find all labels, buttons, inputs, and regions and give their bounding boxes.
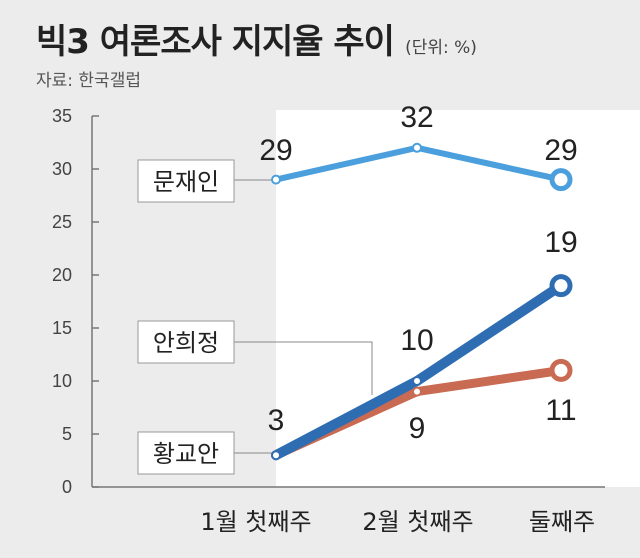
y-tick-label: 35: [52, 106, 72, 126]
x-tick-label: 둘째주: [529, 508, 595, 536]
leader-line: [234, 341, 373, 395]
x-tick-label: 1월 첫째주: [200, 508, 311, 536]
data-point: [412, 386, 422, 397]
data-label: 32: [400, 101, 433, 134]
y-tick-label: 15: [52, 318, 72, 338]
x-tick-label: 2월 첫째주: [362, 508, 473, 536]
y-tick-label: 0: [62, 477, 72, 497]
legend-box: [137, 431, 235, 475]
data-label: 11: [545, 394, 576, 427]
data-label: 19: [544, 226, 577, 259]
data-point: [271, 450, 281, 461]
source-note: 자료: 한국갤럽: [36, 71, 141, 91]
y-tick-label: 10: [52, 371, 72, 391]
y-tick-label: 25: [52, 212, 72, 232]
chart-title: 빅3 여론조사 지지율 추이: [36, 22, 395, 62]
y-tick-label: 20: [52, 265, 72, 285]
legend-label: 황교안: [153, 440, 219, 468]
data-label: 3: [268, 404, 285, 437]
data-label: 29: [259, 134, 292, 167]
data-label: 9: [409, 412, 426, 445]
legend-box: [137, 159, 235, 203]
data-label: 10: [400, 324, 433, 357]
y-tick-label: 5: [62, 424, 72, 444]
data-point: [549, 358, 573, 382]
data-point: [271, 174, 281, 185]
legend-box: [137, 320, 235, 364]
legend-label: 문재인: [153, 168, 219, 196]
y-tick-label: 30: [52, 159, 72, 179]
data-point: [412, 376, 422, 386]
data-label: 29: [544, 134, 577, 167]
data-point: [412, 142, 422, 153]
data-point: [549, 274, 573, 298]
data-point: [549, 168, 573, 192]
unit-note: (단위: %): [405, 38, 477, 58]
legend-label: 안희정: [153, 329, 219, 357]
chart-header: 빅3 여론조사 지지율 추이 (단위: %): [36, 14, 477, 63]
